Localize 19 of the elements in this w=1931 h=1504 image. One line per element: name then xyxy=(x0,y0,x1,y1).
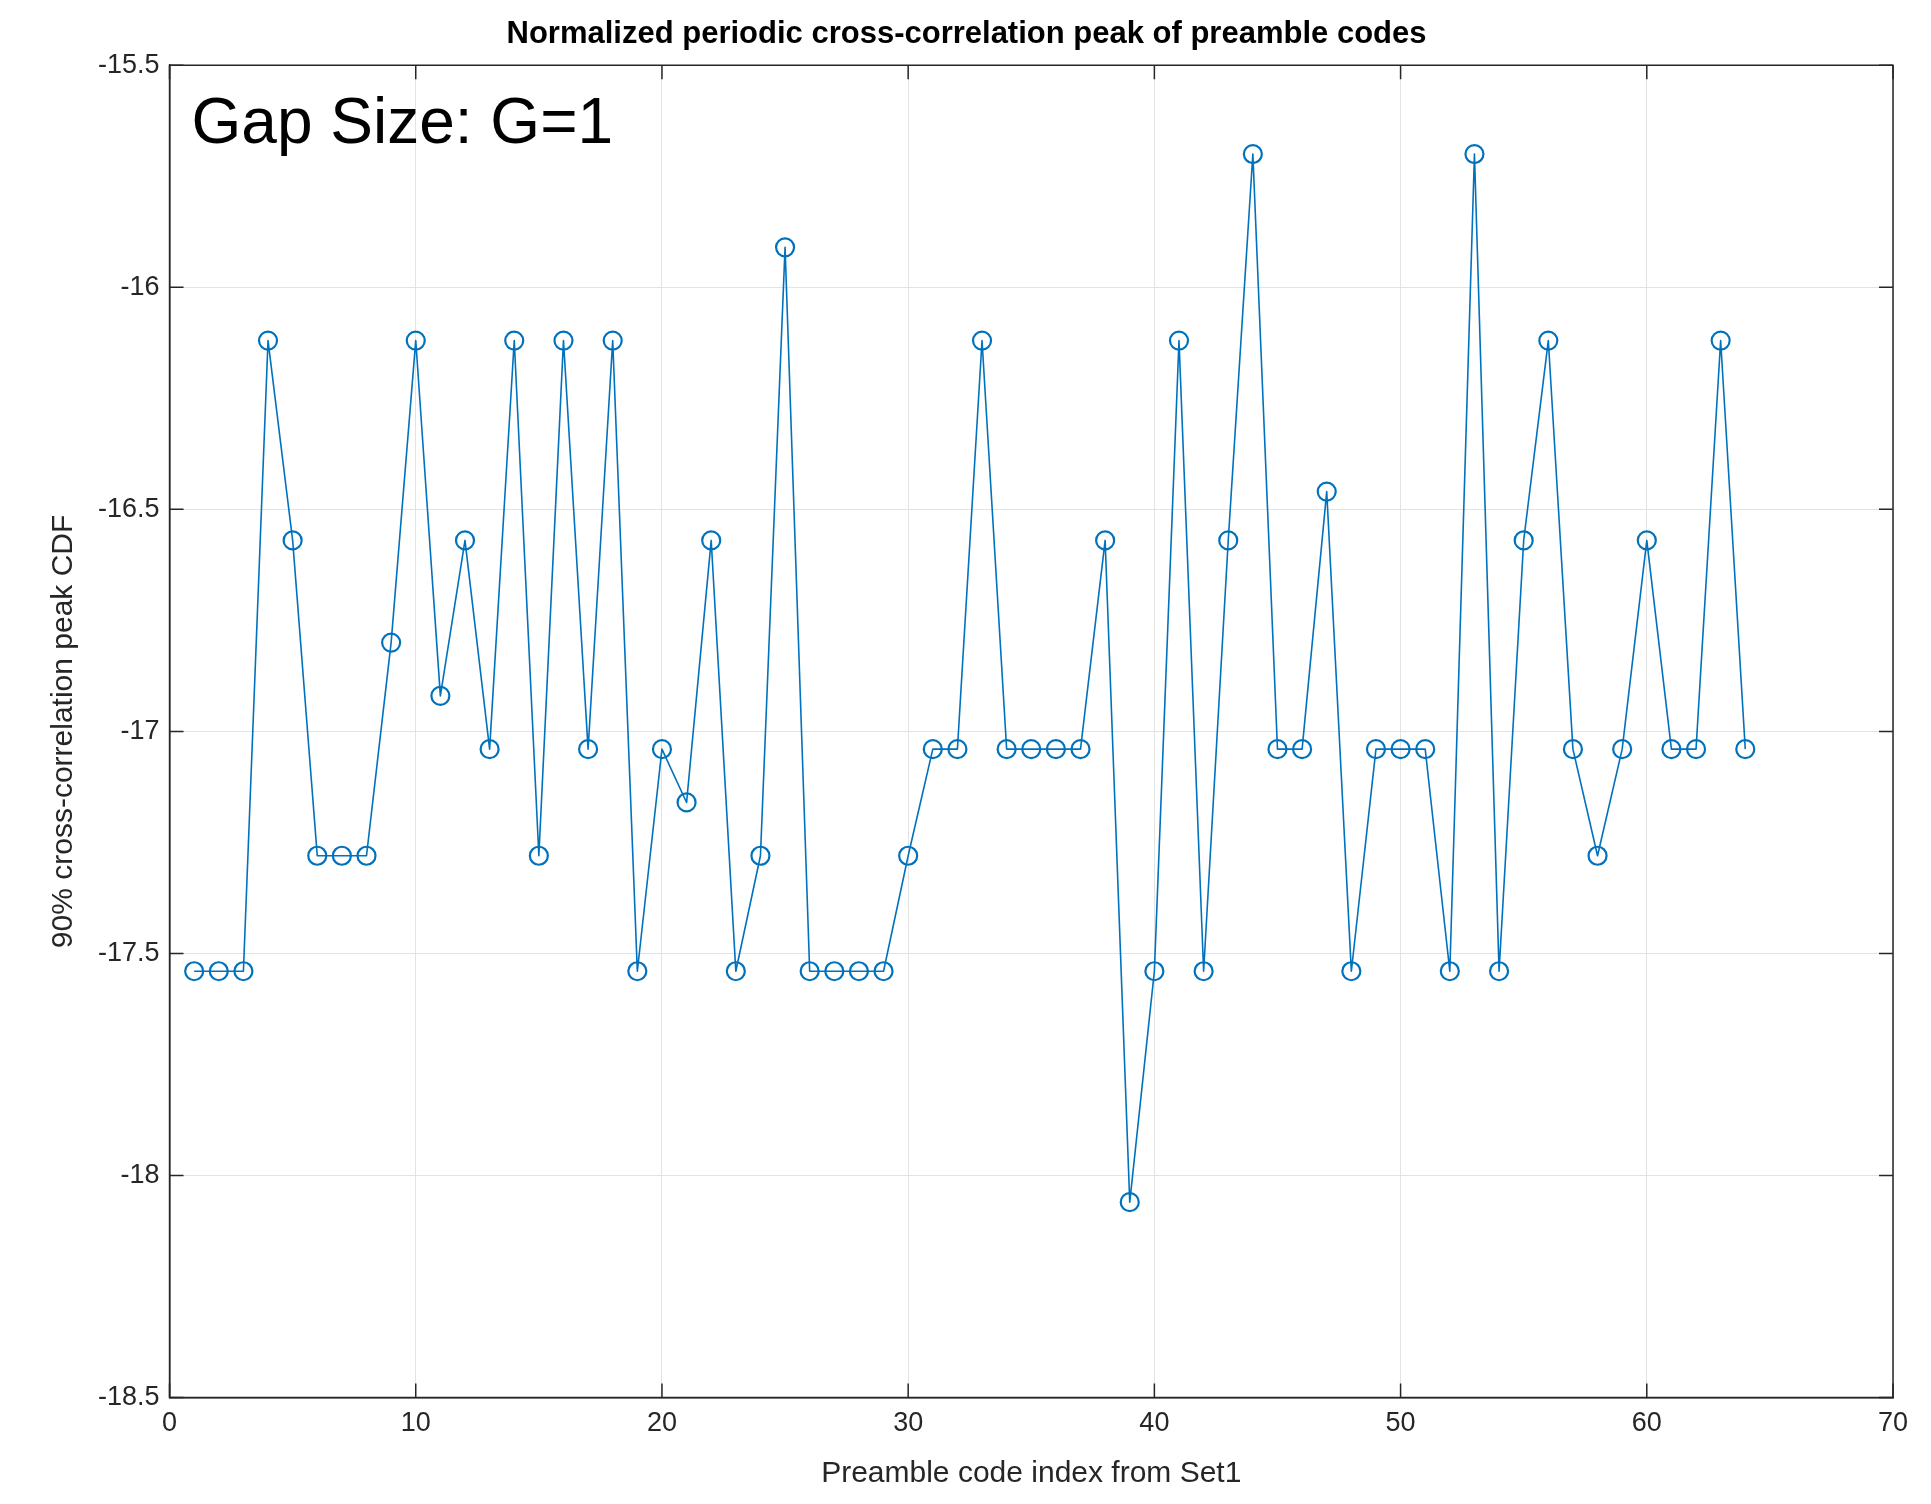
x-tick-label: 30 xyxy=(893,1407,924,1438)
y-tick-label: -18 xyxy=(120,1158,160,1189)
y-tick-label: -18.5 xyxy=(97,1381,160,1412)
x-tick-label: 0 xyxy=(162,1407,178,1438)
chart-title: Normalized periodic cross-correlation peak of preamble codes xyxy=(506,15,1427,51)
y-tick-label: -17.5 xyxy=(97,936,160,967)
y-tick-label: -17 xyxy=(120,714,160,745)
x-axis-title: Preamble code index from Set1 xyxy=(821,1455,1242,1489)
x-tick-label: 50 xyxy=(1385,1407,1416,1438)
annotation: Gap Size: G=1 xyxy=(191,84,614,157)
x-tick-label: 40 xyxy=(1139,1407,1170,1438)
y-tick-label: -16 xyxy=(120,270,160,301)
y-axis-title: 90% cross-correlation peak CDF xyxy=(45,514,79,949)
y-tick-label: -15.5 xyxy=(97,48,160,79)
x-tick-label: 70 xyxy=(1877,1407,1909,1438)
y-tick-label: -16.5 xyxy=(97,492,160,523)
x-tick-label: 20 xyxy=(646,1407,677,1438)
x-tick-label: 10 xyxy=(400,1407,431,1438)
x-tick-label: 60 xyxy=(1631,1407,1662,1438)
